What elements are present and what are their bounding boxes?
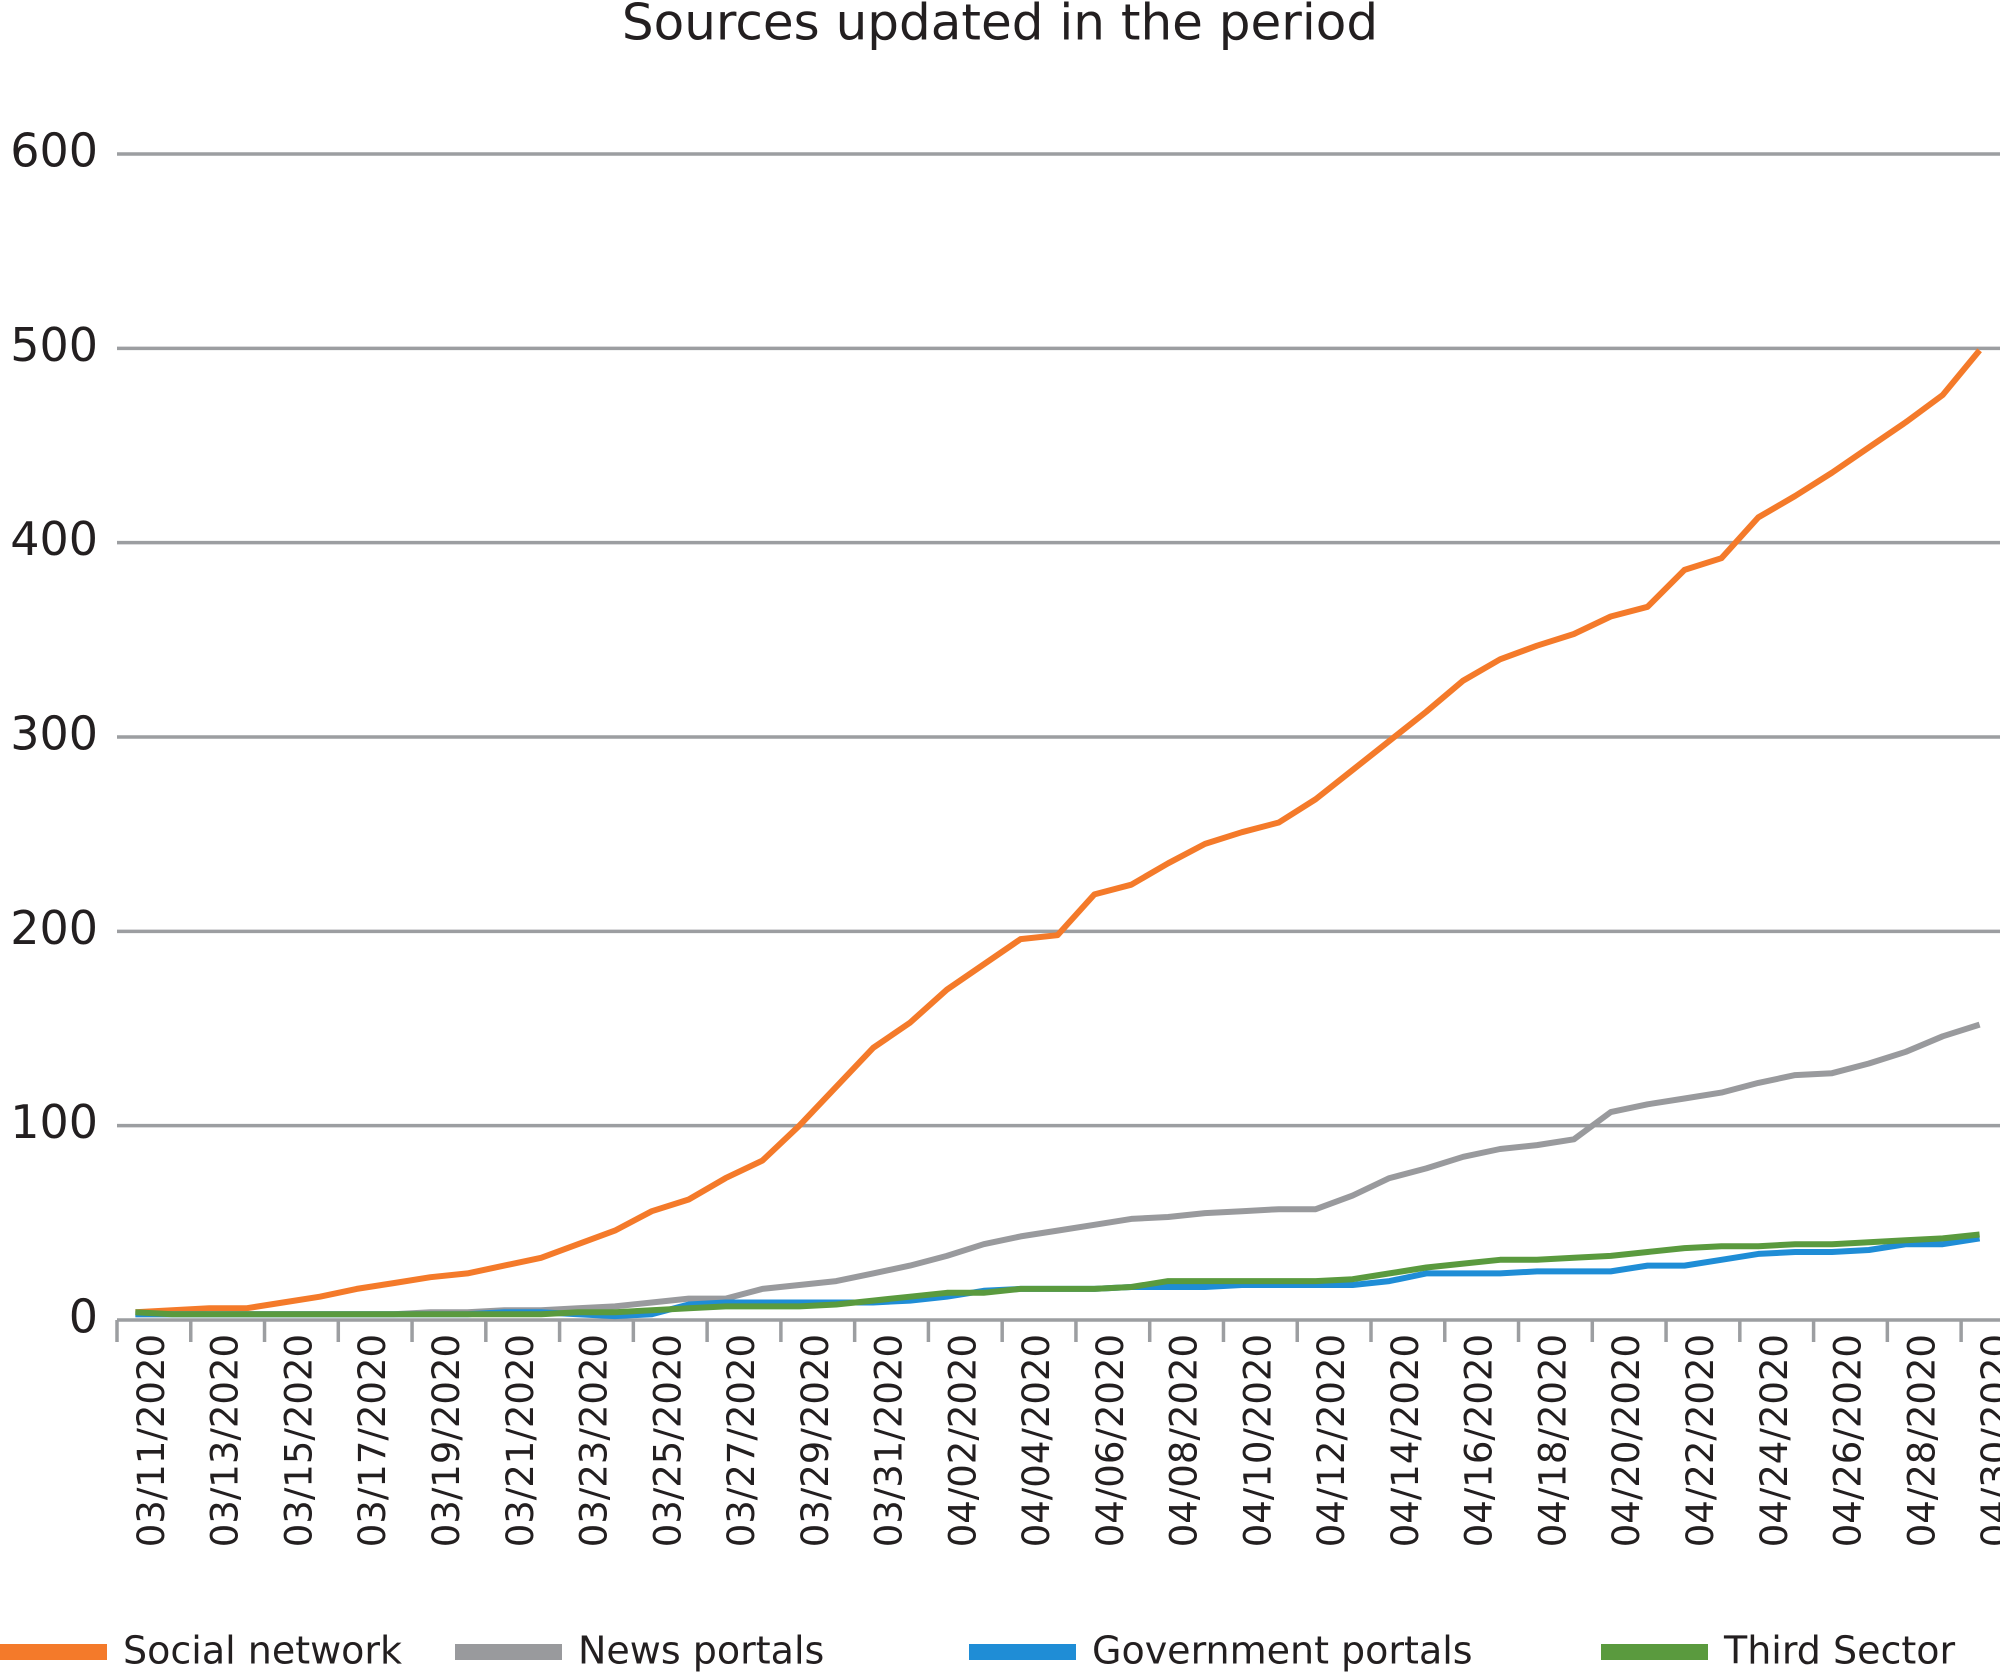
y-tick-label: 100 (10, 1095, 98, 1149)
x-tick-label: 03/15/2020 (277, 1334, 320, 1547)
legend-swatch (0, 1644, 107, 1660)
legend-label: News portals (578, 1629, 824, 1673)
y-tick-label: 400 (10, 512, 98, 566)
series-line (135, 1021, 1981, 1318)
y-tick-label: 600 (10, 124, 98, 178)
x-tick-label: 04/06/2020 (1089, 1334, 1132, 1547)
y-tick-label: 300 (10, 707, 98, 761)
x-tick-label: 03/31/2020 (868, 1334, 911, 1547)
x-tick-label: 04/04/2020 (1015, 1334, 1058, 1547)
legend-swatch (969, 1644, 1076, 1660)
legend-swatch (1601, 1644, 1708, 1660)
legend-label: Social network (123, 1629, 402, 1673)
y-tick-label: 200 (10, 901, 98, 955)
x-tick-label: 04/12/2020 (1310, 1334, 1353, 1547)
x-tick-label: 04/10/2020 (1236, 1334, 1279, 1547)
x-tick-label: 03/21/2020 (499, 1334, 542, 1547)
x-tick-label: 03/17/2020 (351, 1334, 394, 1547)
x-tick-label: 04/18/2020 (1531, 1334, 1574, 1547)
x-tick-label: 04/24/2020 (1753, 1334, 1796, 1547)
x-tick-label: 04/14/2020 (1384, 1334, 1427, 1547)
x-tick-label: 03/25/2020 (646, 1334, 689, 1547)
series-line (135, 1231, 1980, 1318)
x-tick-label: 03/27/2020 (720, 1334, 763, 1547)
x-tick-label: 03/23/2020 (573, 1334, 616, 1547)
legend-swatch (455, 1644, 562, 1660)
x-tick-label: 04/16/2020 (1458, 1334, 1501, 1547)
x-tick-label: 04/08/2020 (1163, 1334, 1206, 1547)
y-tick-label: 500 (10, 318, 98, 372)
x-tick-label: 03/13/2020 (204, 1334, 247, 1547)
chart-title: Sources updated in the period (622, 0, 1378, 52)
x-tick-label: 03/19/2020 (425, 1334, 468, 1547)
x-tick-label: 04/26/2020 (1827, 1334, 1870, 1547)
x-tick-label: 04/02/2020 (941, 1334, 984, 1547)
x-tick-label: 04/22/2020 (1679, 1334, 1722, 1547)
legend-label: Third Sector (1723, 1629, 1956, 1673)
x-tick-label: 03/11/2020 (130, 1334, 173, 1547)
x-tick-label: 04/28/2020 (1900, 1334, 1943, 1547)
x-tick-label: 03/29/2020 (794, 1334, 837, 1547)
x-tick-label: 04/30/2020 (1974, 1334, 2000, 1547)
legend-label: Government portals (1092, 1629, 1473, 1673)
y-tick-label: 0 (69, 1290, 98, 1344)
x-tick-label: 04/20/2020 (1605, 1334, 1648, 1547)
series-line (135, 348, 1982, 1316)
